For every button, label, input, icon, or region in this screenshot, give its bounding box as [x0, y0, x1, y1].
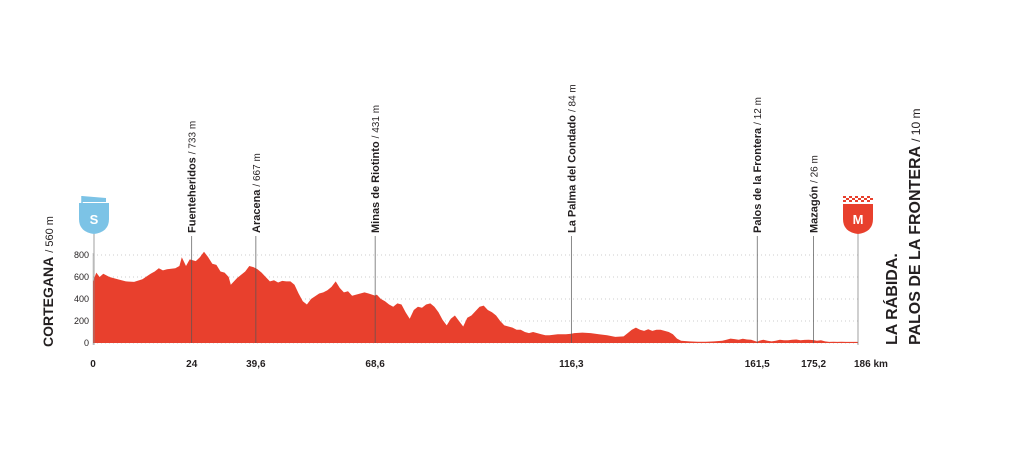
waypoint-altitude: / 12 m	[753, 97, 764, 125]
waypoint-label: Mazagón / 26 m	[809, 155, 821, 233]
waypoint-name: Mazagón	[809, 186, 821, 233]
waypoint-label: La Palma del Condado / 84 m	[566, 84, 578, 233]
y-tick-label: 400	[74, 294, 89, 304]
waypoint-label: Fuenteheridos / 733 m	[187, 121, 199, 233]
finish-label-line2: PALOS DE LA FRONTERA/ 10 m	[907, 109, 924, 345]
km-label: 116,3	[559, 359, 584, 370]
start-badge-letter: S	[90, 212, 99, 227]
waypoint-name: Minas de Riotinto	[370, 141, 382, 233]
km-label: 175,2	[801, 359, 826, 370]
km-label: 24	[186, 359, 198, 370]
y-tick-label: 600	[74, 272, 89, 282]
y-tick-label: 0	[84, 338, 89, 348]
start-flag-icon	[82, 196, 106, 202]
waypoint-name: Fuenteheridos	[187, 157, 199, 233]
km-label: 39,6	[246, 359, 266, 370]
waypoint-altitude: / 84 m	[567, 84, 578, 112]
waypoint-name: Aracena	[251, 189, 263, 233]
waypoint-altitude: / 26 m	[810, 155, 821, 183]
y-tick-label: 200	[74, 316, 89, 326]
waypoint-label: Aracena / 667 m	[251, 153, 263, 233]
checkered-flag-icon	[843, 196, 873, 204]
start-label: CORTEGANA/ 560 m	[40, 216, 56, 347]
start-shield-icon	[79, 203, 109, 234]
waypoint-name: Palos de la Frontera	[752, 127, 764, 233]
finish-badge: M	[843, 196, 873, 345]
waypoint-name: La Palma del Condado	[566, 115, 578, 233]
waypoint-altitude: / 733 m	[188, 121, 199, 154]
waypoint-labels: Fuenteheridos / 733 m Aracena / 667 m Minas …	[187, 84, 821, 233]
finish-label-line1: LA RÁBIDA.	[882, 253, 901, 345]
km-label: 0	[90, 359, 96, 370]
waypoint-guide-lines	[191, 236, 814, 343]
waypoint-label: Palos de la Frontera / 12 m	[752, 97, 764, 233]
km-label: 68,6	[365, 359, 385, 370]
start-badge: S	[79, 196, 109, 345]
km-label: 186 km	[854, 359, 888, 370]
finish-badge-letter: M	[853, 212, 864, 227]
waypoint-altitude: / 431 m	[371, 105, 382, 138]
km-label: 161,5	[745, 359, 770, 370]
elevation-profile-area	[93, 251, 858, 343]
waypoint-label: Minas de Riotinto / 431 m	[370, 105, 382, 233]
finish-shield-icon	[843, 204, 873, 234]
y-tick-label: 800	[74, 250, 89, 260]
waypoint-altitude: / 667 m	[252, 153, 263, 186]
km-axis-labels: 0 24 39,6 68,6 116,3 161,5 175,2 186 km	[90, 359, 888, 370]
